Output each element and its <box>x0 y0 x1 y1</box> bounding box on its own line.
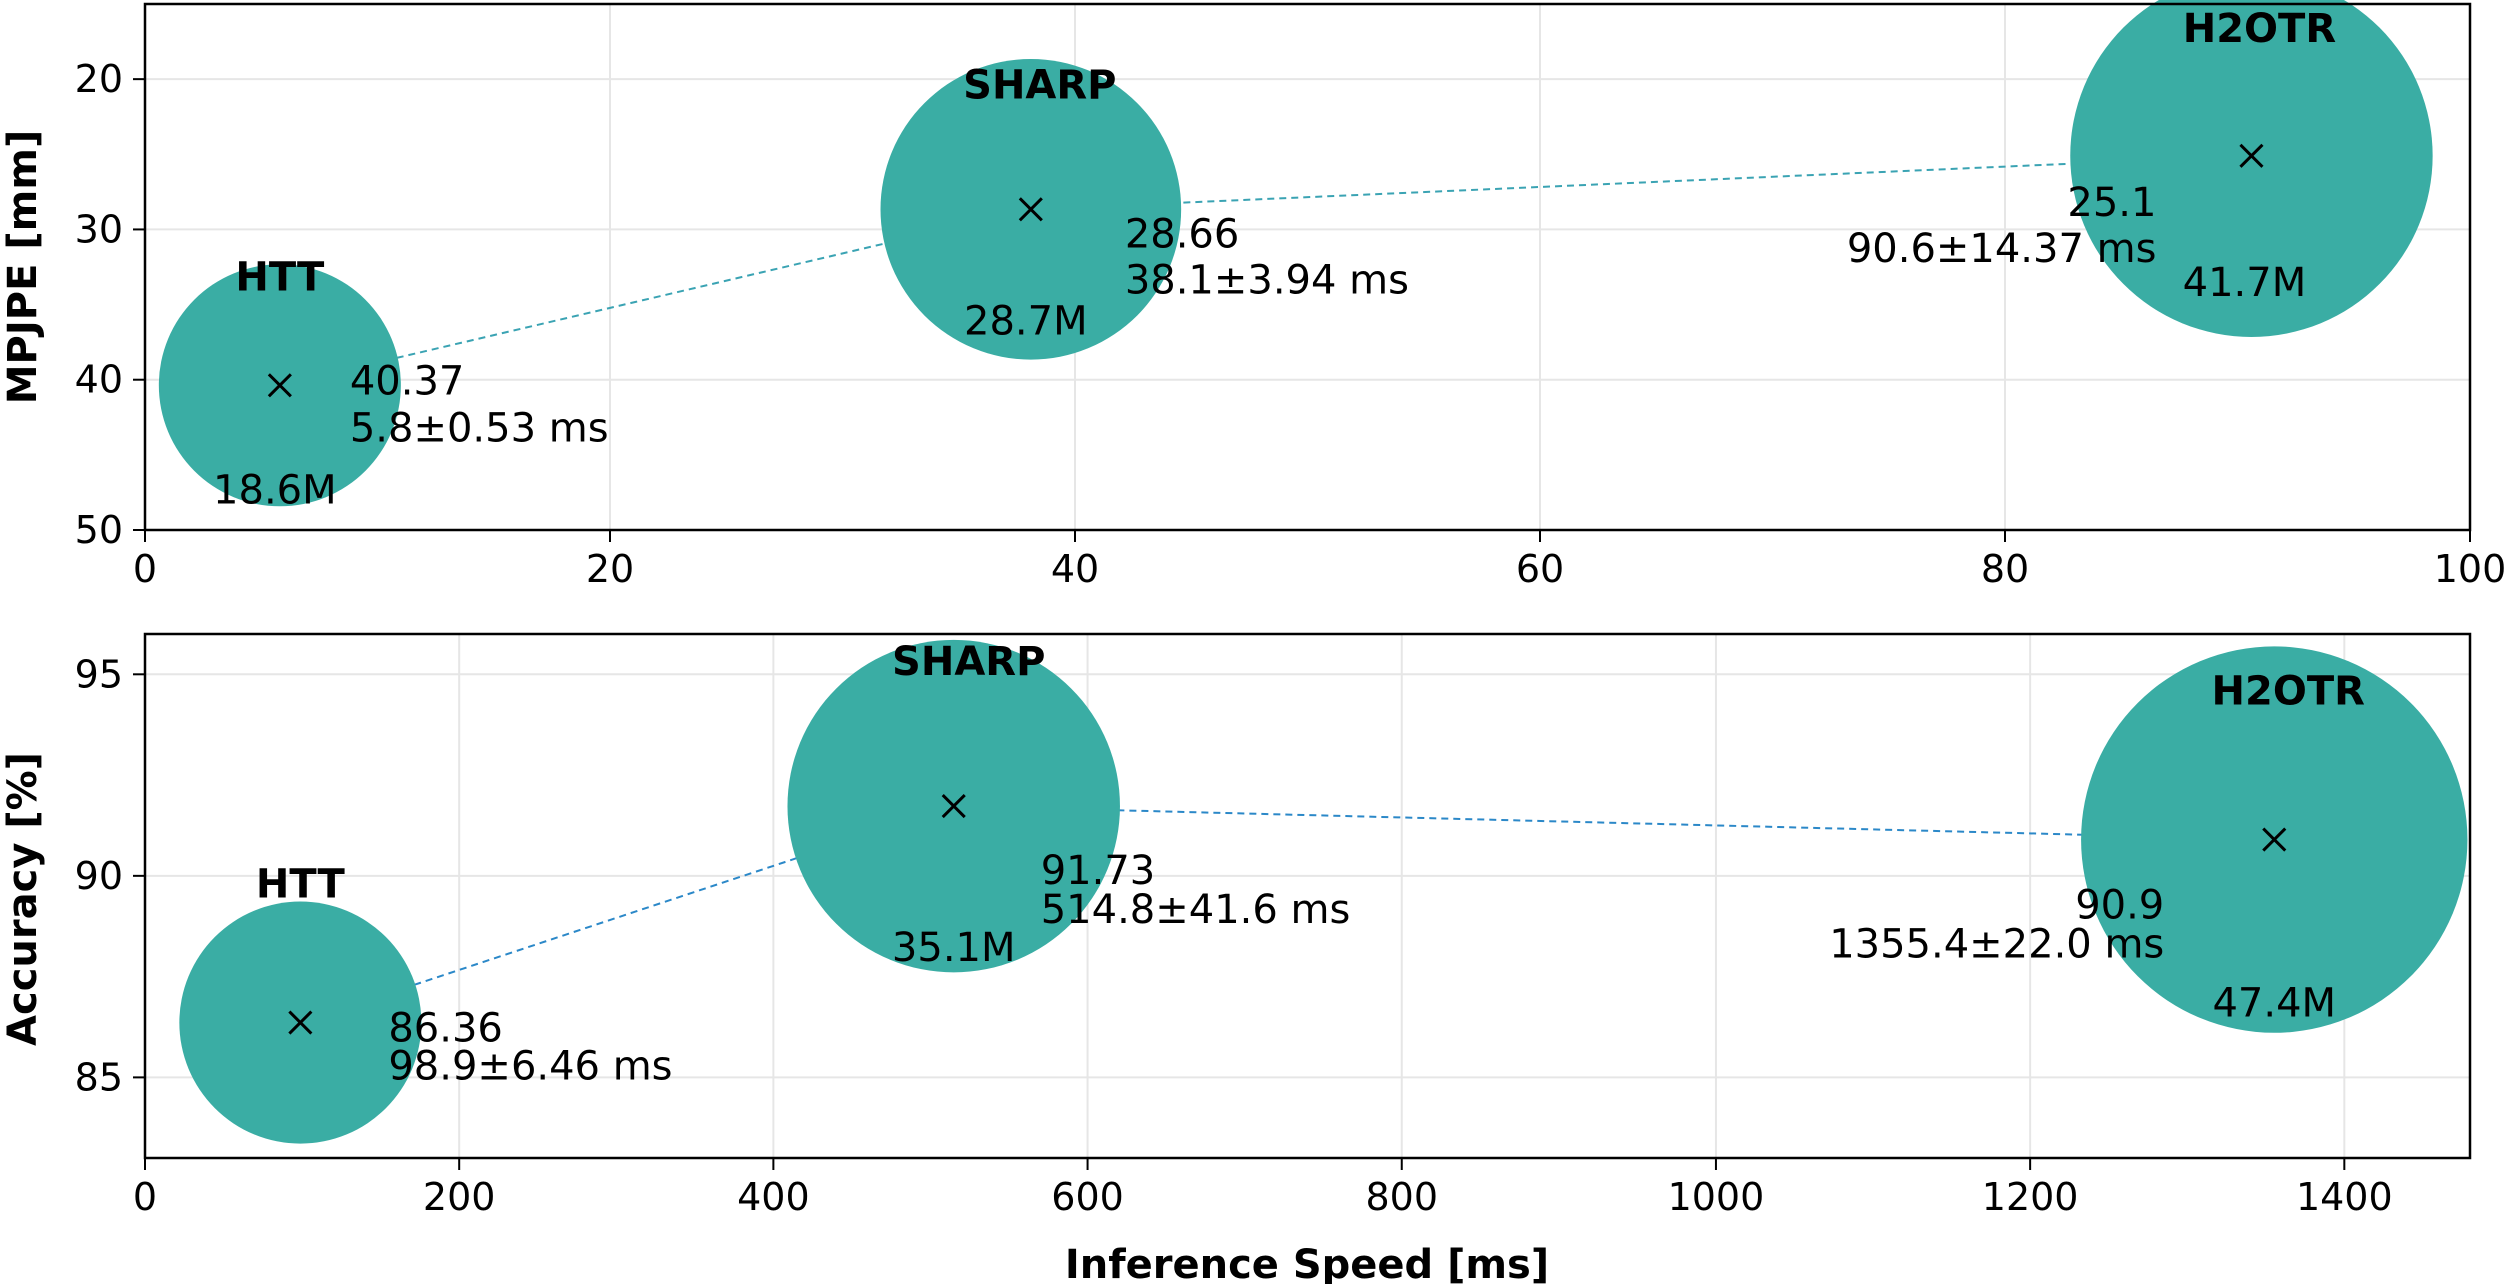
accuracy-x-tick-label: 800 <box>1365 1175 1438 1219</box>
point-htt-x-marker <box>288 1010 313 1035</box>
accuracy-ticks: 0 200 400 600 800 1000 1200 1400 85 90 95 <box>75 652 2393 1219</box>
point-htt-name: HTT <box>235 254 325 300</box>
point-sharp-speed-label: 514.8±41.6 ms <box>1041 887 1351 933</box>
accuracy-y-axis-label: Accuracy [%] <box>0 752 46 1046</box>
accuracy-y-tick-label: 95 <box>75 652 123 696</box>
point-h2otr-speed-label: 90.6±14.37 ms <box>1847 226 2157 272</box>
accuracy-x-tick-label: 600 <box>1051 1175 1124 1219</box>
point-htt-speed-label: 5.8±0.53 ms <box>350 405 609 451</box>
point-sharp-name: SHARP <box>892 639 1045 685</box>
point-htt-x-marker <box>267 373 292 398</box>
mpjpe-y-tick-label: 40 <box>75 358 123 402</box>
point-htt-speed-label: 98.9±6.46 ms <box>388 1044 672 1090</box>
point-sharp-params-label: 28.7M <box>964 298 1088 344</box>
point-h2otr-params-label: 41.7M <box>2183 260 2307 306</box>
mpjpe-plot-frame <box>143 2 2472 532</box>
accuracy-y-tick-label: 85 <box>75 1055 123 1099</box>
point-sharp-x-marker <box>1018 197 1043 222</box>
point-sharp-params-label: 35.1M <box>892 925 1016 971</box>
point-sharp-value-label: 28.66 <box>1125 211 1240 257</box>
mpjpe-y-tick-label: 30 <box>75 207 123 251</box>
accuracy-plot-frame <box>143 632 2472 1160</box>
accuracy-x-tick-label: 200 <box>423 1175 496 1219</box>
point-h2otr-params-label: 47.4M <box>2212 981 2336 1027</box>
point-sharp-x-marker <box>941 794 966 819</box>
accuracy-x-tick-label: 1400 <box>2296 1175 2393 1219</box>
mpjpe-x-tick-label: 0 <box>133 547 157 591</box>
mpjpe-panel: HTT 40.375.8±0.53 ms 18.6M SHARP 28.6638.1±3… <box>0 0 2506 591</box>
mpjpe-x-tick-label: 100 <box>2434 547 2507 591</box>
point-htt-value-label: 40.37 <box>350 358 465 404</box>
point-htt-value-label: 86.36 <box>388 1006 503 1052</box>
point-h2otr-x-marker <box>2262 827 2287 852</box>
accuracy-x-tick-label: 0 <box>133 1175 157 1219</box>
point-htt-params-label: 18.6M <box>213 467 337 513</box>
point-h2otr-value-label: 25.1 <box>2067 180 2156 226</box>
mpjpe-y-tick-label: 20 <box>75 57 123 101</box>
point-h2otr-x-marker <box>2239 143 2264 168</box>
point-sharp-value-label: 91.73 <box>1041 848 1156 894</box>
point-h2otr-value-label: 90.9 <box>2075 883 2164 929</box>
mpjpe-x-tick-label: 40 <box>1051 547 1099 591</box>
point-htt: HTT 40.375.8±0.53 ms 18.6M <box>158 254 609 513</box>
mpjpe-points: HTT 40.375.8±0.53 ms 18.6M SHARP 28.6638.1±3… <box>158 0 2433 513</box>
mpjpe-ticks: 0 20 40 60 80 100 20 30 40 50 <box>75 57 2507 591</box>
accuracy-x-tick-label: 1000 <box>1668 1175 1765 1219</box>
point-h2otr-speed-label: 1355.4±22.0 ms <box>1829 922 2164 968</box>
mpjpe-x-tick-label: 20 <box>586 547 634 591</box>
point-sharp-speed-label: 38.1±3.94 ms <box>1125 257 1409 303</box>
accuracy-x-tick-label: 1200 <box>1982 1175 2079 1219</box>
accuracy-x-tick-label: 400 <box>737 1175 810 1219</box>
mpjpe-x-tick-label: 80 <box>1981 547 2029 591</box>
point-h2otr-name: H2OTR <box>2212 669 2365 715</box>
x-axis-label: Inference Speed [ms] <box>1065 1242 1549 1284</box>
accuracy-y-tick-label: 90 <box>75 854 123 898</box>
point-h2otr: H2OTR 25.190.6±14.37 ms 41.7M <box>1847 0 2433 337</box>
mpjpe-y-tick-label: 50 <box>75 508 123 552</box>
point-h2otr-bubble <box>2070 0 2433 337</box>
mpjpe-x-tick-label: 60 <box>1516 547 1564 591</box>
mpjpe-y-axis-label: MPJPE [mm] <box>0 130 46 405</box>
point-h2otr-name: H2OTR <box>2183 6 2336 52</box>
point-htt-name: HTT <box>256 862 346 908</box>
point-sharp-name: SHARP <box>963 62 1116 108</box>
